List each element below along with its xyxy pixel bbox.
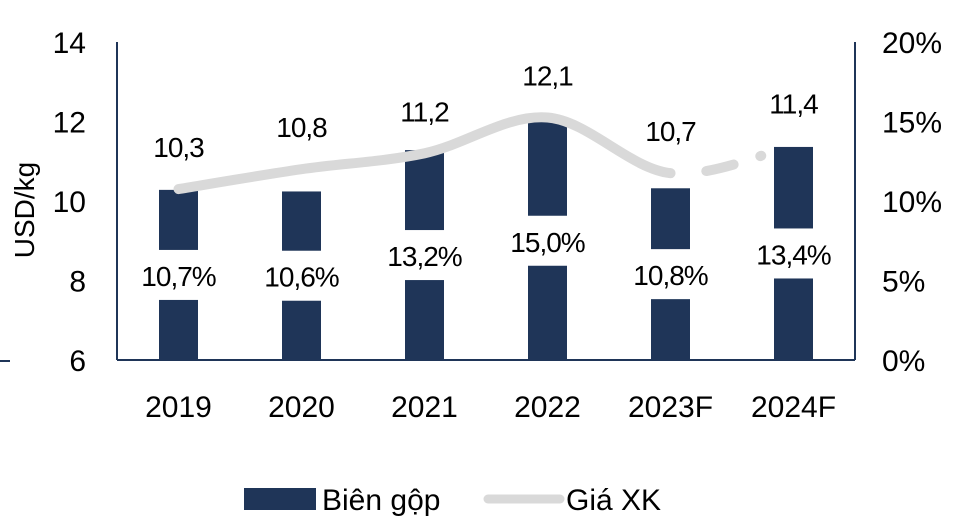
bar-label-background [745, 228, 842, 279]
line-data-label: 12,1 [522, 61, 573, 92]
line-gia-xk [173, 112, 676, 195]
line-data-label: 10,3 [153, 132, 204, 163]
y2-tick-label: 20% [882, 27, 942, 60]
legend-label-bien-gop: Biên gộp [322, 484, 440, 517]
line-data-label: 11,2 [400, 96, 449, 127]
y2-tick-label: 0% [882, 345, 925, 378]
y-tick-label: 10 [53, 186, 86, 219]
y-tick-label: 12 [53, 107, 86, 140]
bar-label-background [376, 230, 473, 281]
x-tick-label: 2023F [628, 391, 713, 424]
x-tick-label: 2022 [514, 391, 581, 424]
bar-data-label: 15,0% [510, 227, 584, 258]
bar-data-label: 10,8% [633, 260, 707, 291]
bar-data-label: 10,7% [141, 261, 215, 292]
line-data-label: 11,4 [769, 88, 818, 119]
y-tick-label: 14 [53, 27, 86, 60]
line-data-label: 10,7 [645, 116, 696, 147]
x-tick-label: 2024F [751, 391, 836, 424]
legend: Biên gộp Giá XK [244, 484, 661, 517]
bar-label-background [130, 249, 227, 300]
y-tick-label: 6 [69, 345, 86, 378]
bar-data-label: 13,4% [756, 239, 830, 270]
y-tick-label: 8 [69, 266, 86, 299]
bar-data-label: 13,2% [387, 241, 461, 272]
x-tick-label: 2021 [391, 391, 458, 424]
legend-label-gia-xk: Giá XK [566, 484, 661, 517]
bar-label-background [499, 215, 596, 266]
y2-tick-label: 10% [882, 186, 942, 219]
y2-tick-label: 15% [882, 107, 942, 140]
y2-tick-label: 5% [882, 266, 925, 299]
x-tick-label: 2019 [145, 391, 212, 424]
line-data-label: 10,8 [276, 112, 327, 143]
bar-label-background [622, 249, 719, 300]
bar-data-label: 10,6% [264, 262, 338, 293]
bar-label-background [253, 250, 350, 301]
x-tick-label: 2020 [268, 391, 335, 424]
y-axis-title: USD/kg [9, 162, 40, 258]
legend-swatch-bien-gop [244, 488, 316, 510]
